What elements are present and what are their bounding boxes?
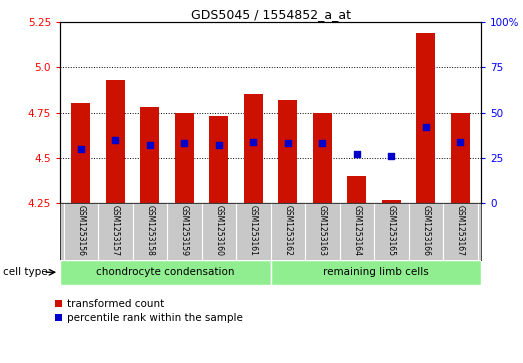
- Text: GSM1253157: GSM1253157: [111, 205, 120, 256]
- Point: [111, 137, 120, 143]
- Point: [146, 142, 154, 148]
- Bar: [451, 113, 470, 203]
- Legend: transformed count, percentile rank within the sample: transformed count, percentile rank withi…: [55, 299, 243, 323]
- Point: [180, 140, 189, 146]
- Bar: [209, 116, 229, 203]
- Text: GSM1253166: GSM1253166: [422, 205, 430, 256]
- Text: GSM1253163: GSM1253163: [318, 205, 327, 256]
- Bar: [106, 80, 125, 203]
- Text: GSM1253159: GSM1253159: [180, 205, 189, 256]
- Point: [249, 139, 258, 144]
- Text: cell type: cell type: [3, 267, 47, 277]
- Text: chondrocyte condensation: chondrocyte condensation: [96, 267, 235, 277]
- Text: GSM1253160: GSM1253160: [214, 205, 223, 256]
- Bar: [313, 113, 332, 203]
- Text: GSM1253164: GSM1253164: [353, 205, 361, 256]
- Text: GSM1253162: GSM1253162: [283, 205, 292, 256]
- Text: GSM1253161: GSM1253161: [249, 205, 258, 256]
- Text: GSM1253165: GSM1253165: [387, 205, 396, 256]
- Text: remaining limb cells: remaining limb cells: [323, 267, 429, 277]
- Bar: [71, 103, 90, 203]
- Point: [456, 139, 464, 144]
- Point: [283, 140, 292, 146]
- Title: GDS5045 / 1554852_a_at: GDS5045 / 1554852_a_at: [191, 8, 350, 21]
- Bar: [175, 113, 194, 203]
- Bar: [382, 200, 401, 203]
- Bar: [278, 100, 298, 203]
- Bar: [347, 176, 367, 203]
- Point: [387, 153, 395, 159]
- Point: [422, 124, 430, 130]
- Bar: [244, 94, 263, 203]
- Text: GSM1253167: GSM1253167: [456, 205, 465, 256]
- Point: [318, 140, 326, 146]
- Point: [353, 151, 361, 157]
- Point: [77, 146, 85, 152]
- Bar: [140, 107, 160, 203]
- Bar: [271, 260, 481, 285]
- Point: [215, 142, 223, 148]
- Text: GSM1253158: GSM1253158: [145, 205, 154, 256]
- Text: GSM1253156: GSM1253156: [76, 205, 85, 256]
- Bar: [416, 33, 436, 203]
- Bar: [60, 260, 271, 285]
